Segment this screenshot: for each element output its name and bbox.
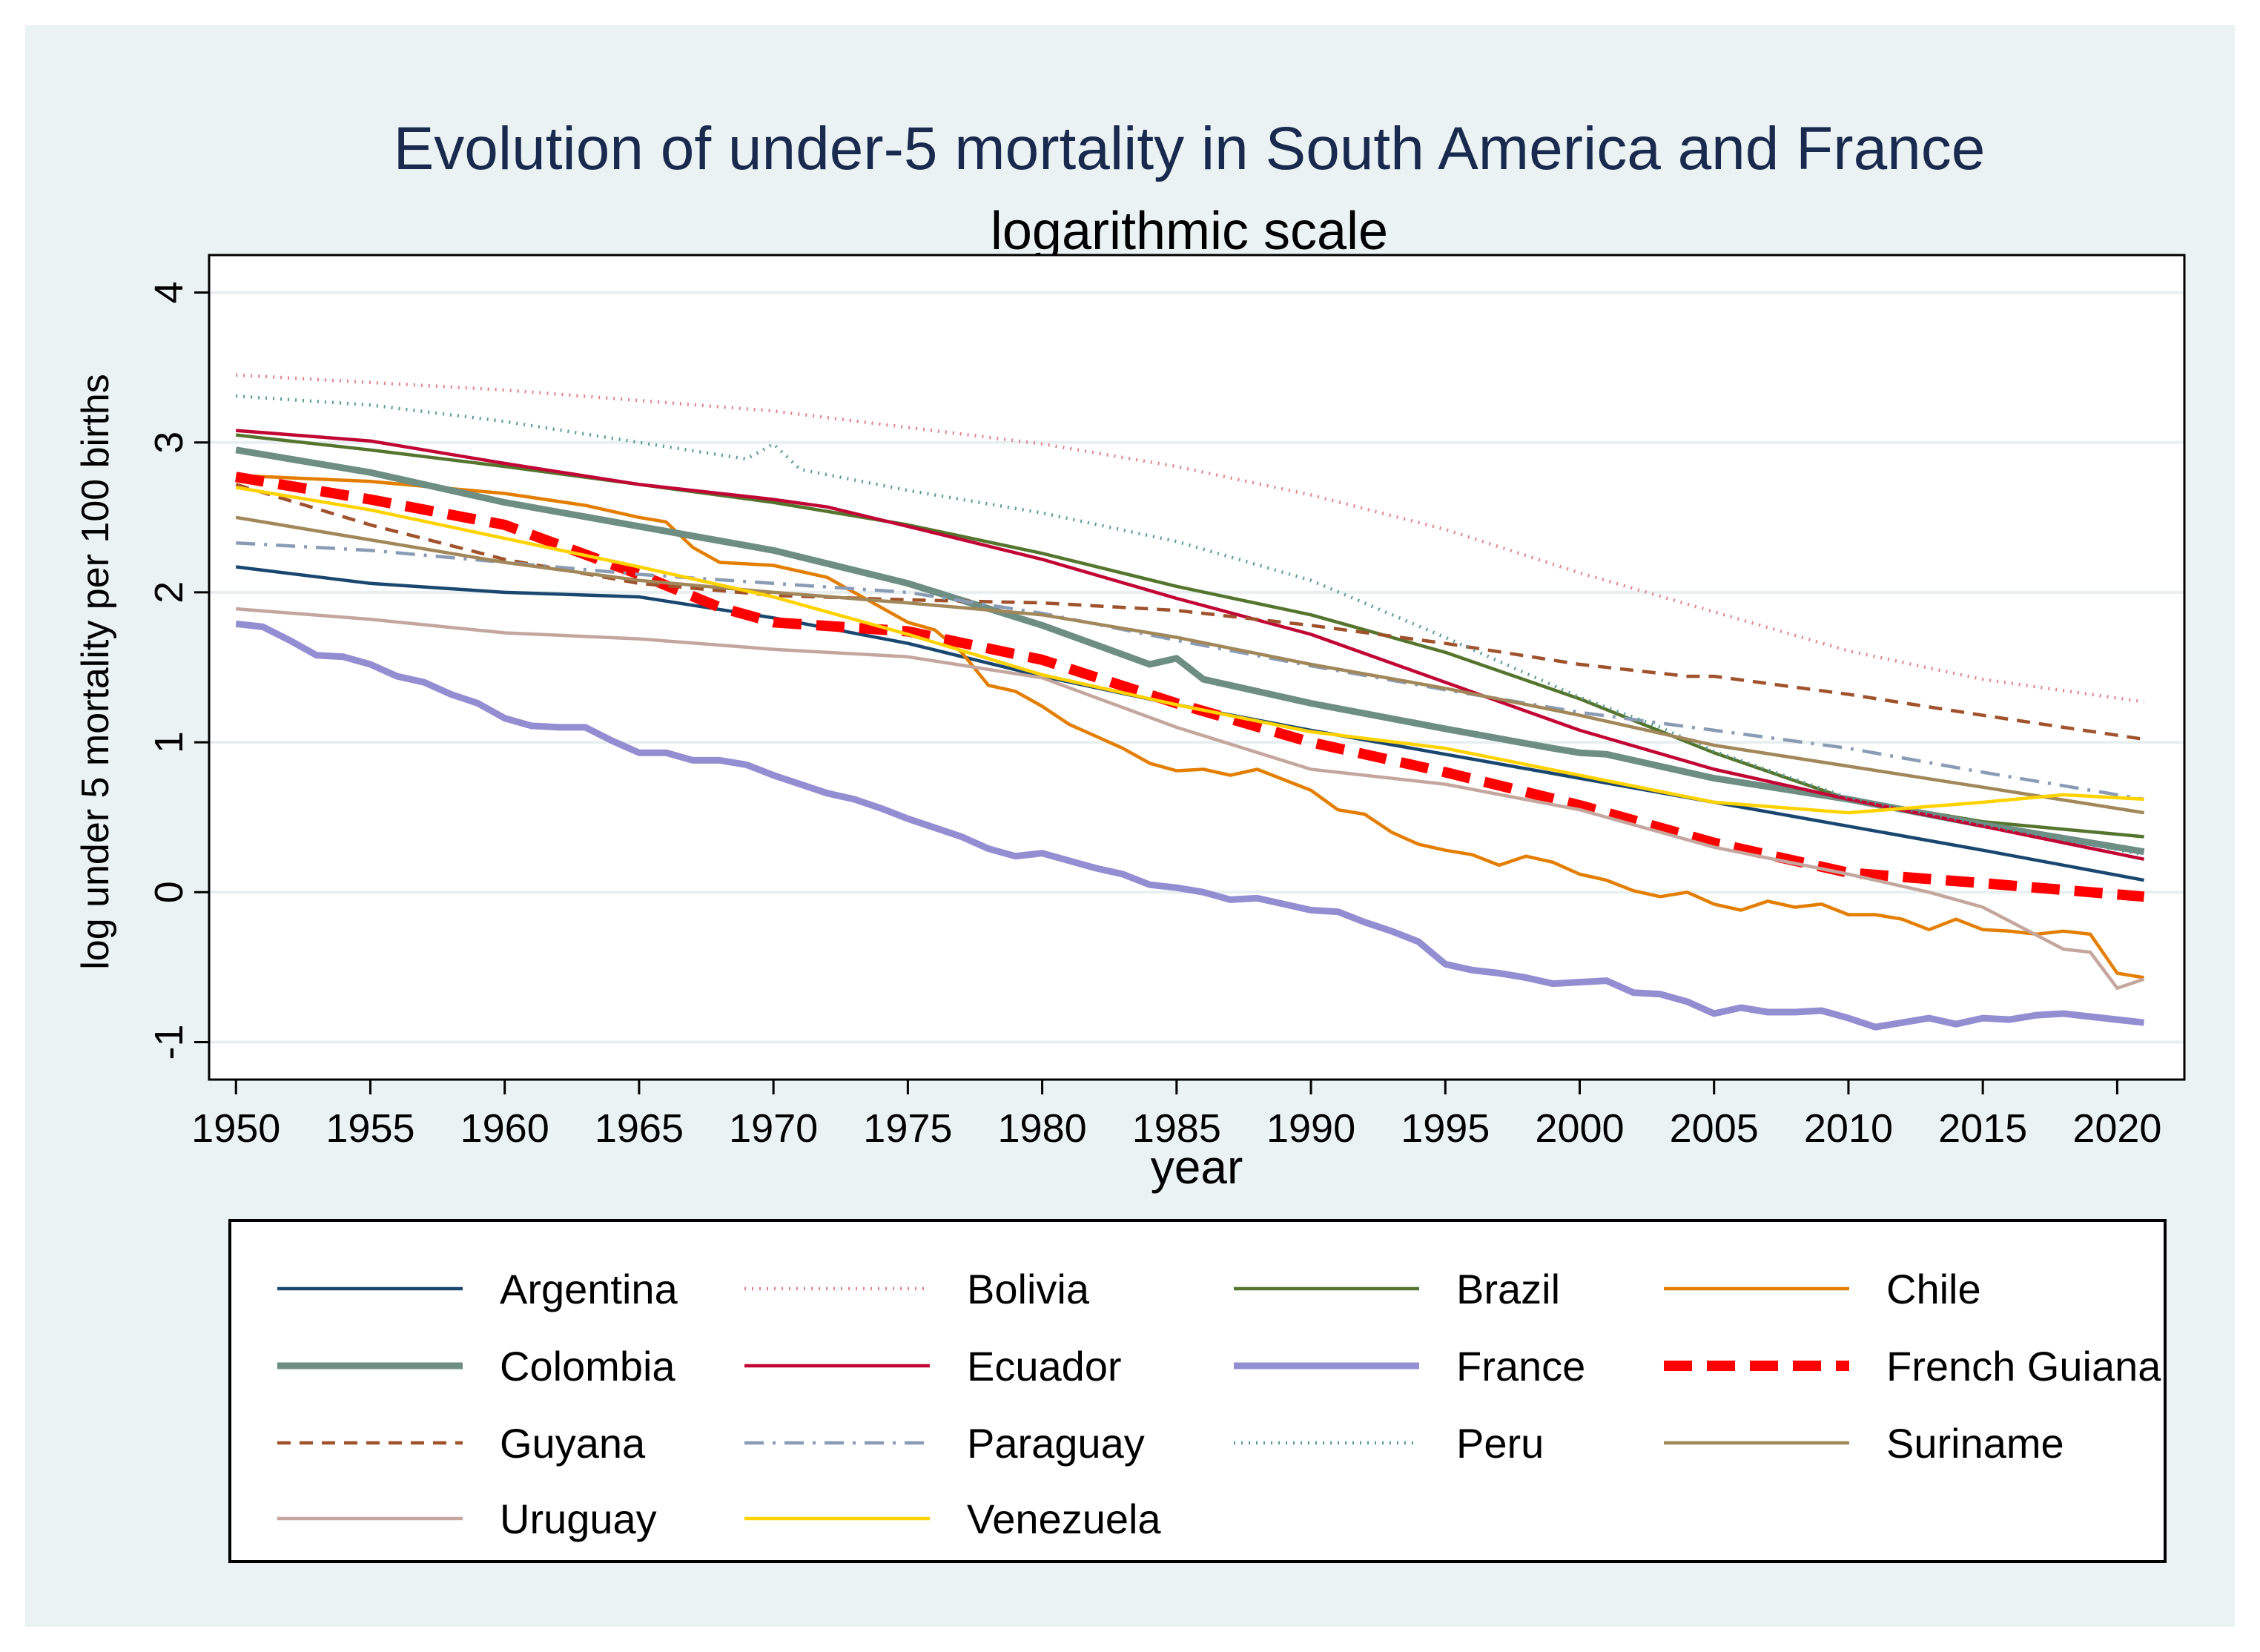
series-line-french-guiana — [235, 472, 2145, 902]
y-tick-label: 0 — [147, 881, 191, 903]
legend-label: French Guiana — [1886, 1343, 2161, 1390]
legend-label: France — [1456, 1343, 1585, 1390]
x-tick-label: 2005 — [1670, 1106, 1759, 1151]
chart-title: Evolution of under-5 mortality in South … — [394, 115, 1986, 182]
legend-label: Argentina — [500, 1266, 678, 1312]
x-tick-label: 1985 — [1132, 1106, 1221, 1151]
x-tick-label: 2000 — [1535, 1106, 1624, 1151]
legend-label: Venezuela — [967, 1496, 1161, 1542]
x-tick-label: 2020 — [2072, 1106, 2161, 1151]
plot-frame — [208, 254, 2186, 1081]
x-tick-label: 2010 — [1804, 1106, 1893, 1151]
plot-area — [208, 254, 2186, 1081]
legend: Argentina Bolivia Brazil Chile Colombia Ecuad… — [277, 1266, 2161, 1542]
y-tick-label: 2 — [147, 581, 191, 604]
series-line-uruguay — [236, 607, 2145, 990]
legend-label: Brazil — [1456, 1266, 1560, 1312]
y-tick-label: -1 — [147, 1024, 191, 1060]
series-layer — [235, 373, 2145, 1031]
x-tick-label: 1970 — [729, 1106, 818, 1151]
y-axis-title: log under 5 mortality per 100 births — [74, 374, 117, 970]
y-tick-label: 1 — [147, 731, 191, 753]
x-tick-label: 1990 — [1266, 1106, 1355, 1151]
y-tick-label: 3 — [147, 432, 191, 454]
x-tick-label: 1995 — [1401, 1106, 1490, 1151]
x-tick-label: 1955 — [326, 1106, 414, 1151]
x-axis-title: year — [1151, 1140, 1243, 1194]
x-tick-label: 1960 — [460, 1106, 549, 1151]
legend-label: Guyana — [500, 1420, 646, 1467]
legend-label: Ecuador — [967, 1343, 1122, 1390]
legend-label: Chile — [1886, 1266, 1981, 1312]
legend-box — [228, 1219, 2167, 1563]
series-line-bolivia — [236, 373, 2144, 704]
chart-svg: Evolution of under-5 mortality in South … — [74, 115, 2186, 1563]
x-tick-label: 1980 — [998, 1106, 1087, 1151]
series-line-colombia — [235, 446, 2145, 856]
chart-subtitle: logarithmic scale — [991, 202, 1388, 261]
series-line-guyana — [235, 483, 2144, 741]
x-tick-label: 2015 — [1938, 1106, 2027, 1151]
series-line-france — [235, 620, 2145, 1031]
axes: -1 0 1 2 3 4 1950 1955 1960 1965 1970 1975 1980 1985 1… — [147, 282, 2161, 1151]
x-tick-label: 1950 — [191, 1106, 280, 1151]
legend-label: Peru — [1456, 1420, 1544, 1467]
legend-label: Paraguay — [967, 1420, 1145, 1467]
chart-background: Evolution of under-5 mortality in South … — [25, 25, 2235, 1627]
series-line-chile — [236, 473, 2144, 979]
x-tick-label: 1965 — [595, 1106, 684, 1151]
legend-label: Uruguay — [500, 1496, 657, 1542]
legend-label: Suriname — [1886, 1420, 2064, 1467]
legend-label: Colombia — [500, 1343, 675, 1390]
x-tick-label: 1975 — [863, 1106, 952, 1151]
series-line-suriname — [235, 515, 2144, 815]
legend-label: Bolivia — [967, 1266, 1090, 1312]
series-line-venezuela — [235, 486, 2144, 815]
series-line-ecuador — [236, 429, 2145, 862]
y-tick-label: 4 — [147, 282, 191, 304]
